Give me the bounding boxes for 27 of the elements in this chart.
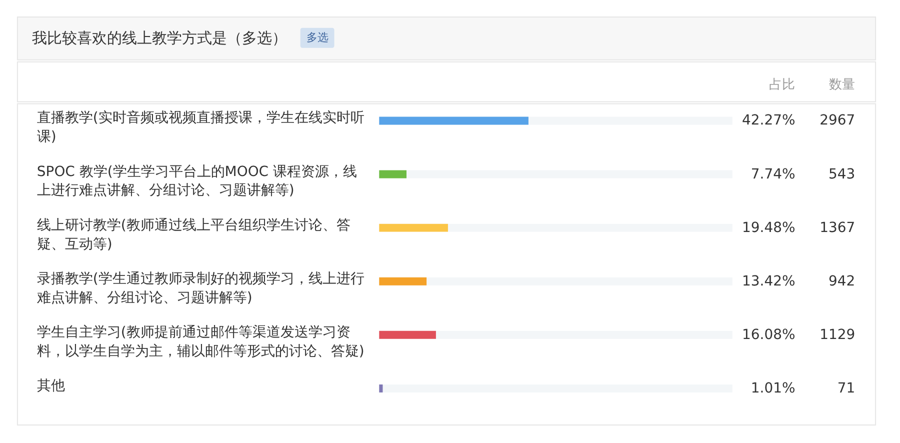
text: 2967 bbox=[820, 112, 856, 129]
bar bbox=[379, 224, 448, 232]
bar bbox=[379, 277, 427, 286]
bar bbox=[379, 330, 436, 339]
text: 543 bbox=[828, 166, 856, 182]
text: 71 bbox=[837, 380, 856, 396]
y-tick-label: 直播教学(实时音频或视频直播授课，学生在线实时听课) bbox=[36, 110, 364, 146]
data-label: 19.48% bbox=[742, 220, 796, 236]
data-label: 16.08% bbox=[742, 326, 796, 343]
data-label: 13.42% bbox=[742, 273, 796, 290]
data-label: 42.27% bbox=[742, 112, 796, 129]
text: 942 bbox=[828, 273, 856, 290]
y-tick-label: 录播教学(学生通过教师录制好的视频学习，线上进行难点讲解、分组讨论、习题讲解等) bbox=[36, 270, 364, 306]
text: 1129 bbox=[820, 326, 856, 343]
y-tick-label: 学生自主学习(教师提前通过邮件等渠道发送学习资料，以学生自学为主，辅以邮件等形式的讨论、答疑) bbox=[36, 324, 364, 360]
text: 1367 bbox=[820, 220, 856, 236]
text: 我比较喜欢的线上教学方式是（多选） bbox=[32, 28, 287, 47]
text: 数量 bbox=[829, 77, 856, 92]
data-label: 7.74% bbox=[750, 166, 796, 182]
y-tick-label: 线上研讨教学(教师通过线上平台组织学生讨论、答疑、互动等) bbox=[36, 217, 350, 252]
bar bbox=[379, 170, 406, 178]
bar bbox=[379, 384, 383, 392]
data-label: 1.01% bbox=[750, 380, 796, 396]
chart-subtitle: 多选 bbox=[306, 30, 328, 44]
y-tick-label: 其他 bbox=[36, 378, 65, 394]
y-tick-label: SPOC 教学(学生学习平台上的MOOC 课程资源，线上进行难点讲解、分组讨论、习题讲解等) bbox=[36, 164, 357, 199]
x-axis-title: 占比 bbox=[769, 77, 796, 92]
